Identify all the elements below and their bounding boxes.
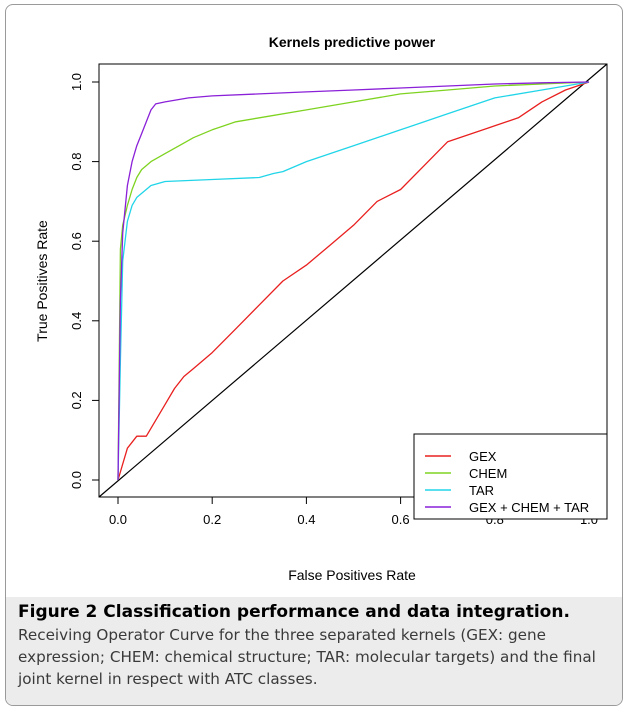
y-tick-label: 1.0: [69, 73, 84, 91]
y-tick-label: 0.8: [69, 153, 84, 171]
x-tick-label: 0.0: [109, 512, 127, 527]
x-tick-label: 0.2: [203, 512, 221, 527]
roc-chart: Kernels predictive power 0.0 0.2 0.4 0.6 0.8…: [34, 34, 608, 583]
figure-frame: Kernels predictive power 0.0 0.2 0.4 0.6 0.8…: [5, 4, 623, 706]
legend-label: CHEM: [469, 466, 507, 481]
series-line-tar: [117, 81, 590, 481]
legend-label: GEX: [469, 449, 497, 464]
y-tick-label: 0.4: [69, 312, 84, 330]
legend-box: [413, 433, 608, 520]
y-tick-label: 0.0: [69, 471, 84, 489]
y-axis-label: True Positives Rate: [34, 220, 50, 342]
diagonal-reference-line: [98, 63, 608, 498]
figure-caption: Figure 2 Classification performance and …: [6, 597, 622, 705]
series-layer: [98, 63, 608, 498]
legend-label: GEX + CHEM + TAR: [469, 500, 589, 515]
caption-title: Figure 2 Classification performance and …: [18, 602, 570, 622]
x-tick-label: 0.4: [297, 512, 315, 527]
y-tick-label: 0.2: [69, 391, 84, 409]
series-line-gex: [117, 81, 590, 481]
x-tick-label: 0.6: [392, 512, 410, 527]
legend: GEX CHEM TAR GEX + CHEM + TAR: [413, 433, 608, 520]
series-line-gex-chem-tar: [117, 81, 590, 481]
legend-label: TAR: [469, 483, 494, 498]
caption-text: Receiving Operator Curve for the three s…: [18, 626, 596, 688]
chart-title: Kernels predictive power: [269, 34, 436, 50]
series-line-chem: [117, 81, 590, 481]
x-axis-label: False Positives Rate: [288, 567, 416, 583]
y-tick-label: 0.6: [69, 232, 84, 250]
